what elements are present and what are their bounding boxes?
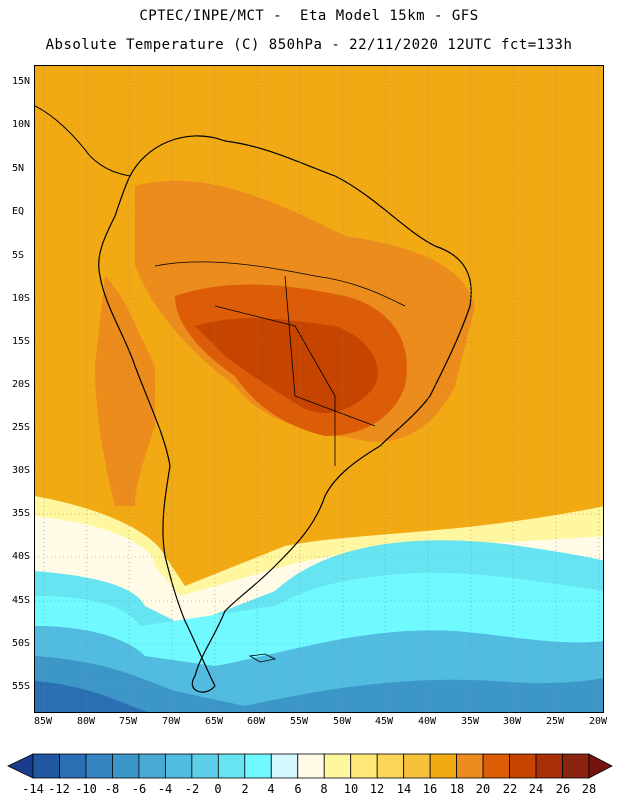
graticule [35,66,603,712]
colorbar-label: -10 [75,782,97,796]
lat-label: 35S [12,508,31,519]
colorbar-label: 28 [581,782,597,796]
lon-label: 70W [161,716,181,727]
central-america-outline [35,105,131,177]
colorbar-cell [191,753,219,779]
colorbar-cell [323,753,352,779]
colorbar-label: -6 [131,782,147,796]
field-band-neg8 [35,681,149,712]
lat-label: 40S [12,551,31,562]
colorbar-label: -4 [157,782,173,796]
lon-label: 60W [246,716,266,727]
lat-label: 15S [12,336,31,347]
colorbar-label: 22 [502,782,518,796]
colorbar-label: -2 [184,782,200,796]
title-line-2: Absolute Temperature (C) 850hPa - 22/11/… [45,37,573,53]
lat-label: 30S [12,465,31,476]
colorbar-label: 26 [555,782,571,796]
lon-label: 85W [33,716,53,727]
lat-label: 25S [12,422,31,433]
colorbar-cell [85,753,113,779]
title-line-1: CPTEC/INPE/MCT - Eta Model 15km - GFS [139,8,479,24]
colorbar-label: 16 [422,782,438,796]
colorbar-label: -12 [48,782,70,796]
lat-label: 45S [12,595,31,606]
lon-label: 50W [332,716,352,727]
lon-label: 25W [545,716,565,727]
lon-label: 75W [118,716,138,727]
lat-label: 20S [12,379,31,390]
colorbar-cell [350,753,378,779]
colorbar-cell [270,753,299,779]
colorbar-cell [297,753,325,779]
lat-label: 5S [12,250,25,261]
colorbar-label: 20 [475,782,491,796]
field-band-neg4 [35,656,603,712]
lat-label: 15N [12,76,31,87]
falkland-islands [248,653,277,663]
colorbar-label: 4 [267,782,275,796]
lon-label: 35W [460,716,480,727]
temperature-map [34,65,604,713]
colorbar-label: -14 [22,782,44,796]
colorbar-label: 18 [449,782,465,796]
colorbar-cell [509,753,537,779]
colorbar-cell [562,753,590,779]
colorbar-label: 14 [396,782,412,796]
lat-label: 55S [12,681,31,692]
colorbar-cell [429,753,458,779]
colorbar-cell [376,753,405,779]
lon-label: 80W [76,716,96,727]
lon-label: 30W [502,716,522,727]
colorbar-label: -8 [104,782,120,796]
colorbar-end-low [7,753,34,779]
lon-label: 55W [289,716,309,727]
lon-label: 40W [417,716,437,727]
colorbar-cell [456,753,484,779]
colorbar-label: 24 [528,782,544,796]
lon-label: 20W [588,716,608,727]
colorbar-cell [164,753,193,779]
lat-label: 10S [12,293,31,304]
colorbar-end-high [588,753,613,779]
colorbar-label: 0 [214,782,222,796]
lat-label: 50S [12,638,31,649]
continent-outline [98,135,472,693]
colorbar-cell [217,753,246,779]
colorbar-cell [138,753,166,779]
colorbar-label: 10 [343,782,359,796]
colorbar-cell [112,753,140,779]
lat-label: EQ [12,206,25,217]
colorbar-cell [244,753,272,779]
colorbar [7,753,613,779]
colorbar-label: 12 [369,782,385,796]
lat-label: 10N [12,119,31,130]
field-andes-warm [95,276,155,506]
map-canvas [35,66,603,712]
colorbar-cell [535,753,563,779]
colorbar-cell [59,753,87,779]
colorbar-label: 6 [294,782,302,796]
country-borders [154,261,406,466]
colorbar-label: 2 [241,782,249,796]
lat-label: 5N [12,163,25,174]
colorbar-cell [482,753,510,779]
colorbar-cell [403,753,431,779]
lon-label: 45W [374,716,394,727]
lon-label: 65W [204,716,224,727]
colorbar-label: 8 [320,782,328,796]
colorbar-cell [32,753,60,779]
